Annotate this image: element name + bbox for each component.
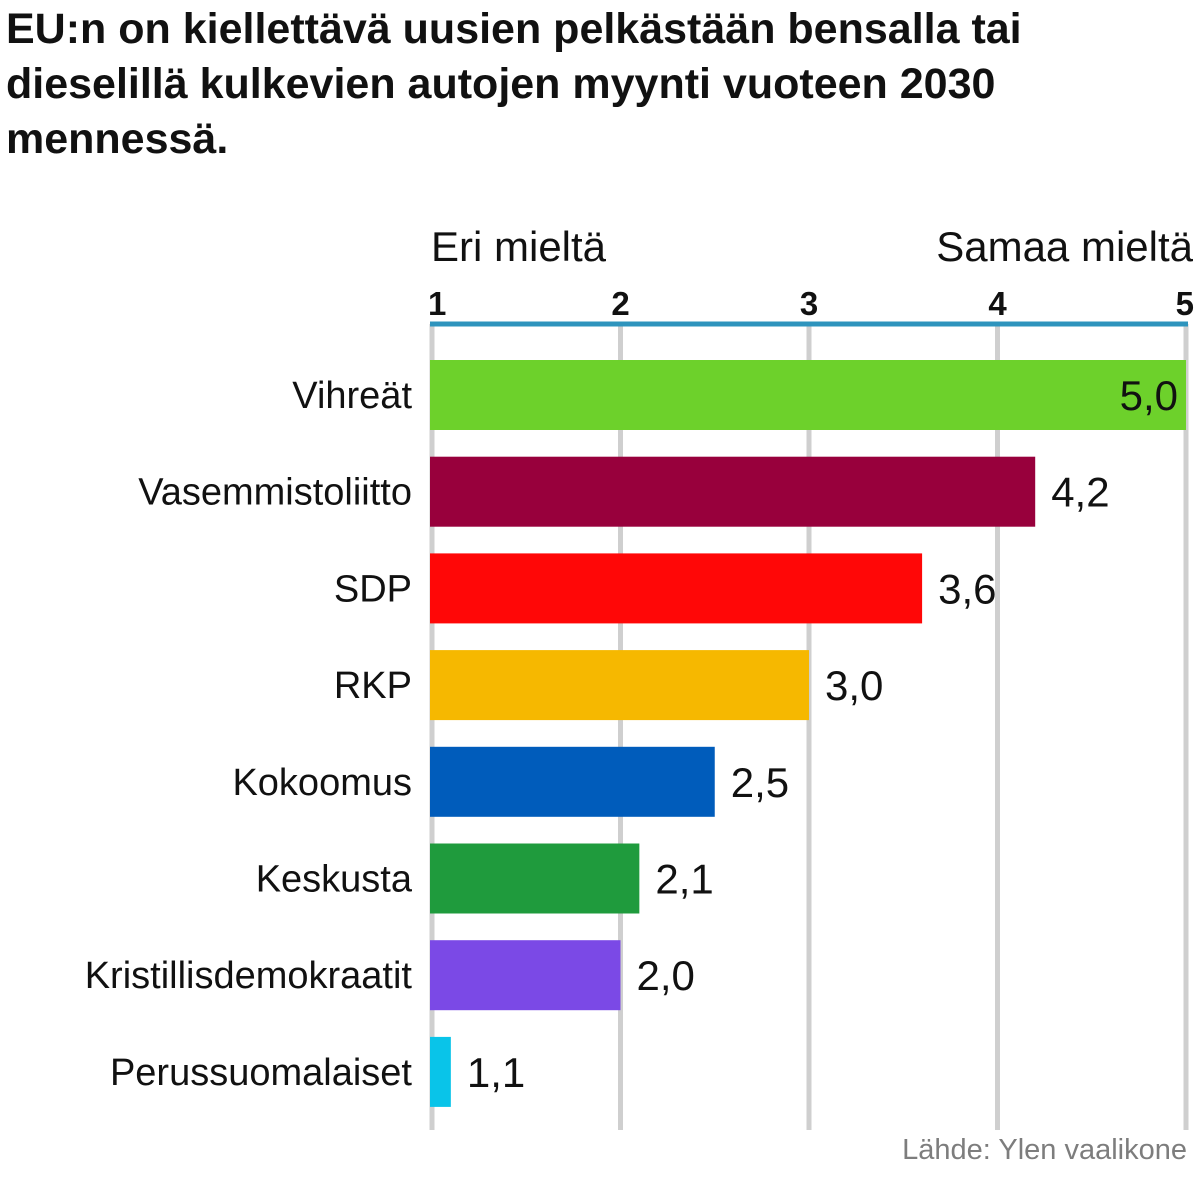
- source-note: Lähde: Ylen vaalikone: [902, 1134, 1187, 1166]
- category-label-kristillisdemokraatit: Kristillisdemokraatit: [85, 955, 413, 997]
- value-label-kristillisdemokraatit: 2,0: [637, 952, 695, 999]
- bar-perussuomalaiset: [430, 1036, 451, 1107]
- value-label-rkp: 3,0: [825, 662, 883, 709]
- scale-left-label: Eri mieltä: [431, 223, 607, 270]
- value-label-vihre-t: 5,0: [1120, 372, 1178, 419]
- scale-right-label: Samaa mieltä: [936, 223, 1193, 270]
- value-label-keskusta: 2,1: [655, 856, 713, 903]
- category-label-vihre-t: Vihreät: [292, 375, 412, 417]
- bar-kristillisdemokraatit: [430, 940, 621, 1011]
- bar-vasemmistoliitto: [430, 456, 1036, 527]
- category-label-sdp: SDP: [334, 568, 412, 610]
- bar-kokoomus: [430, 746, 715, 817]
- tick-label-5: 5: [1176, 285, 1194, 322]
- tick-label-3: 3: [800, 285, 818, 322]
- bar-keskusta: [430, 843, 640, 914]
- category-label-rkp: RKP: [334, 665, 412, 707]
- chart-title: EU:n on kiellettävä uusien pelkästään be…: [6, 5, 1022, 163]
- bar-vihre-t: [430, 360, 1186, 430]
- value-label-sdp: 3,6: [938, 565, 996, 612]
- category-label-kokoomus: Kokoomus: [232, 762, 412, 804]
- value-label-perussuomalaiset: 1,1: [467, 1049, 525, 1096]
- tick-label-1: 1: [428, 285, 446, 322]
- category-label-vasemmistoliitto: Vasemmistoliitto: [138, 472, 412, 514]
- bar-sdp: [430, 553, 923, 624]
- tick-label-2: 2: [611, 285, 629, 322]
- value-label-vasemmistoliitto: 4,2: [1051, 469, 1109, 516]
- category-label-keskusta: Keskusta: [256, 859, 413, 901]
- category-label-perussuomalaiset: Perussuomalaiset: [110, 1052, 412, 1094]
- bar-rkp: [430, 650, 809, 721]
- tick-label-4: 4: [988, 285, 1007, 322]
- value-label-kokoomus: 2,5: [731, 759, 789, 806]
